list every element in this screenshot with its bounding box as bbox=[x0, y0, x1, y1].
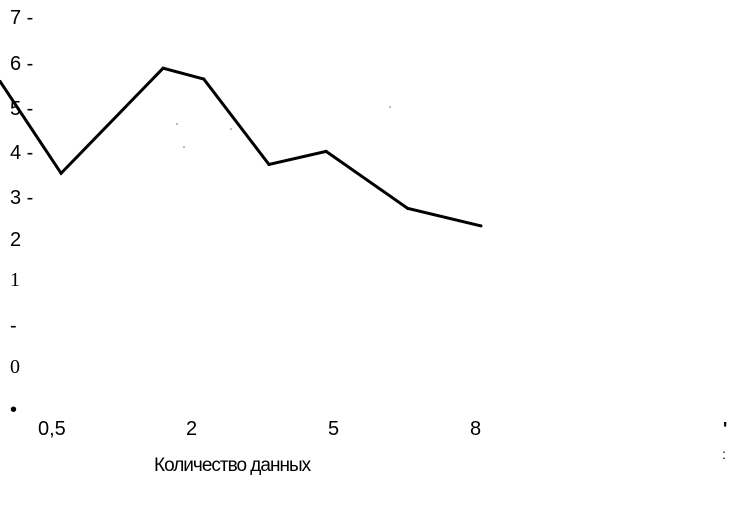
y-tick-label-2: 2 bbox=[10, 229, 22, 251]
series-line bbox=[0, 66, 482, 228]
stray-mark-apostrophe: ' bbox=[723, 419, 728, 439]
x-tick-label-0-5: 0,5 bbox=[38, 418, 66, 440]
y-tick-label-4: 4 - bbox=[10, 142, 34, 164]
y-tick-label-7: 7 - bbox=[10, 7, 34, 29]
x-axis-label: Количество данных bbox=[154, 455, 311, 476]
x-tick-label-5: 5 bbox=[328, 418, 340, 440]
speck bbox=[230, 128, 232, 130]
x-tick-label-8: 8 bbox=[470, 418, 482, 440]
data-point bbox=[267, 163, 271, 167]
speck bbox=[183, 146, 185, 148]
y-tick-label-3: 3 - bbox=[10, 187, 34, 209]
y-tick-label-5: 5 - bbox=[10, 98, 34, 120]
y-tick-dot: • bbox=[10, 399, 18, 421]
data-point bbox=[161, 66, 165, 70]
y-tick-label-6: 6 - bbox=[10, 53, 34, 75]
x-tick-label-2: 2 bbox=[186, 418, 198, 440]
y-tick-dash: - bbox=[10, 315, 17, 337]
speck bbox=[176, 123, 178, 125]
data-points bbox=[0, 66, 483, 228]
data-point bbox=[324, 149, 328, 153]
data-point bbox=[406, 206, 410, 210]
data-point bbox=[202, 77, 206, 81]
speck bbox=[389, 106, 391, 108]
data-point bbox=[59, 171, 63, 175]
data-point bbox=[479, 224, 483, 228]
data-point bbox=[0, 79, 2, 83]
y-tick-label-0: 0 bbox=[10, 356, 20, 378]
y-tick-label-1: 1 bbox=[10, 269, 20, 291]
stray-mark-colon: : bbox=[722, 446, 726, 462]
